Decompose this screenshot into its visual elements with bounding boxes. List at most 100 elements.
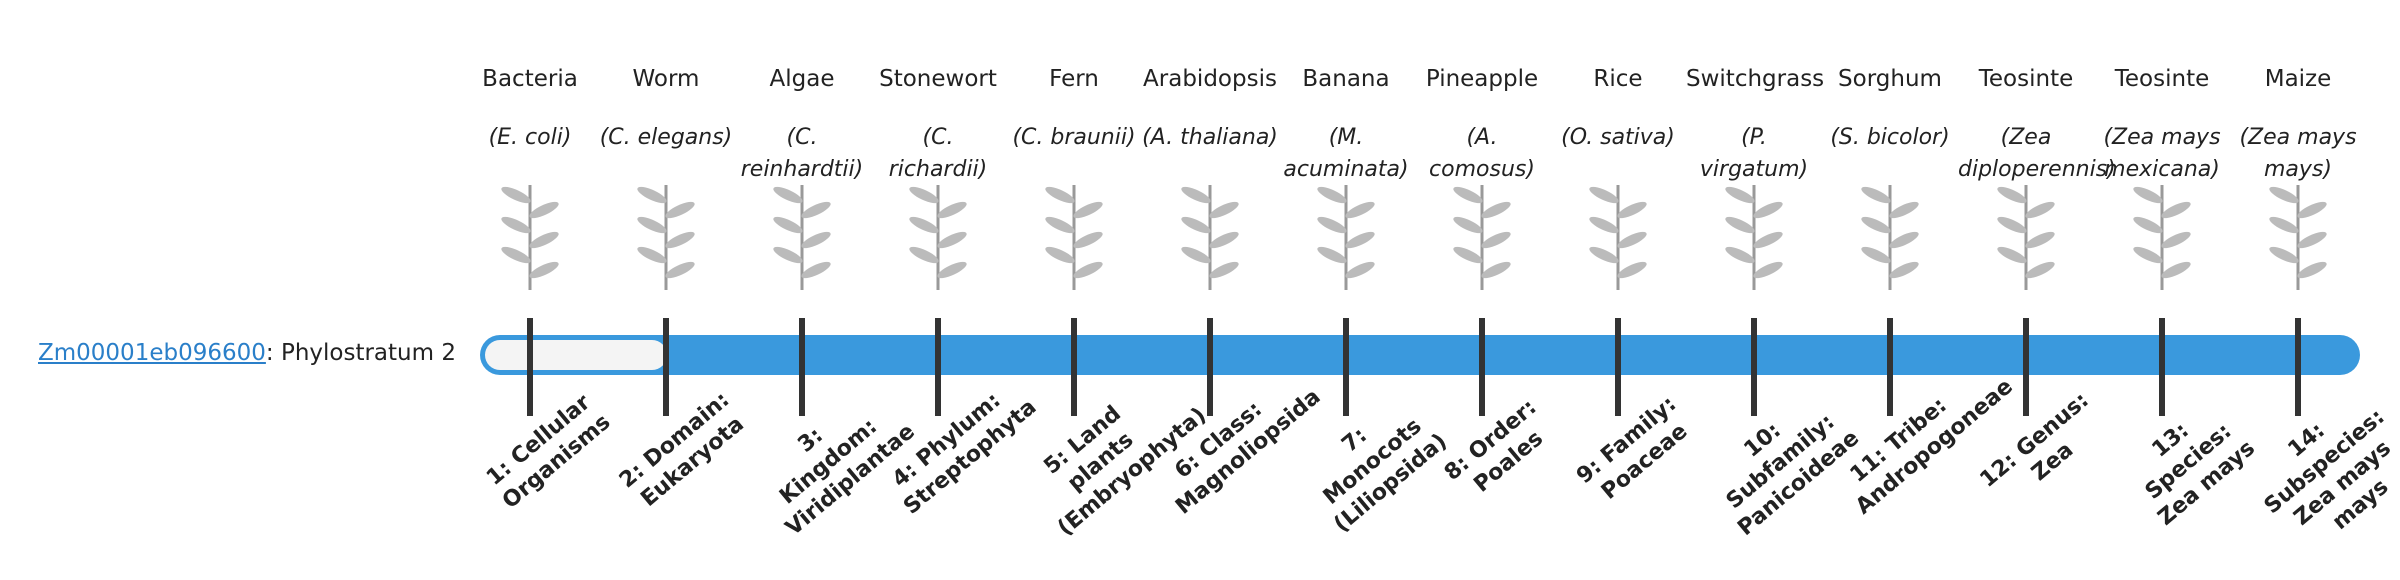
organism-name: Switchgrass [1686, 66, 1825, 92]
organism-species: (C. richardii) [888, 125, 988, 182]
organism-name: Algae [769, 66, 835, 92]
organism-species: (Zea mays mexicana) [2103, 125, 2221, 182]
leaf [937, 231, 967, 249]
leaf [1861, 246, 1891, 264]
gene-label: Zm00001eb096600: Phylostratum 2 [38, 340, 456, 366]
leaf [501, 216, 531, 234]
organism-species: (C. reinhardtii) [740, 125, 864, 182]
organism-illustration [773, 185, 831, 290]
leaf [1997, 186, 2027, 204]
leaf [1725, 246, 1755, 264]
leaf [2133, 246, 2163, 264]
leaf [1997, 246, 2027, 264]
leaf [637, 186, 667, 204]
organism-species: (A. thaliana) [1142, 125, 1278, 150]
leaf [2133, 216, 2163, 234]
leaf [1889, 261, 1919, 279]
leaf [665, 261, 695, 279]
organism-illustration [1453, 185, 1511, 290]
leaf [1453, 186, 1483, 204]
organism-name: Worm [632, 66, 700, 92]
leaf [1481, 261, 1511, 279]
leaf [1209, 201, 1239, 219]
leaf [909, 246, 939, 264]
leaf [529, 231, 559, 249]
leaf [1617, 261, 1647, 279]
organism-species: (E. coli) [488, 125, 572, 150]
organism-illustration [909, 185, 967, 290]
leaf [1997, 216, 2027, 234]
leaf [1045, 246, 1075, 264]
organism-illustration [1045, 185, 1103, 290]
leaf [773, 216, 803, 234]
leaf [1861, 186, 1891, 204]
leaf [1181, 246, 1211, 264]
organism-species: (S. bicolor) [1830, 125, 1950, 150]
organism-illustration [1317, 185, 1375, 290]
organism-species: (P. virgatum) [1699, 125, 1809, 182]
leaf [1345, 201, 1375, 219]
leaf [801, 201, 831, 219]
leaf [2025, 201, 2055, 219]
gene-link[interactable]: Zm00001eb096600 [38, 340, 266, 366]
organism-species: (O. sativa) [1561, 125, 1675, 150]
organism-species: (Zea diploperennis) [1958, 125, 2116, 182]
leaf [529, 201, 559, 219]
organism-species: (C. elegans) [599, 125, 733, 150]
leaf [1589, 216, 1619, 234]
organism-name: Teosinte [1978, 66, 2074, 92]
organism-name: Rice [1593, 66, 1643, 92]
leaf [1317, 186, 1347, 204]
organism-species: (C. braunii) [1012, 125, 1136, 150]
leaf [1753, 261, 1783, 279]
leaf [2297, 261, 2327, 279]
organism-name: Maize [2264, 66, 2332, 92]
leaf [501, 186, 531, 204]
leaf [2297, 231, 2327, 249]
leaf [1209, 261, 1239, 279]
leaf [1589, 186, 1619, 204]
organism-illustration [1725, 185, 1783, 290]
leaf [801, 231, 831, 249]
leaf [2269, 246, 2299, 264]
leaf [637, 246, 667, 264]
organism-species: (Zea mays mays) [2239, 125, 2357, 182]
leaf [1725, 186, 1755, 204]
leaf [1209, 231, 1239, 249]
leaf [1589, 246, 1619, 264]
organism-name: Bacteria [482, 66, 578, 92]
organism-name: Banana [1302, 66, 1390, 92]
leaf [1317, 216, 1347, 234]
organism-name: Pineapple [1425, 66, 1539, 92]
leaf [2025, 231, 2055, 249]
leaf [1345, 231, 1375, 249]
leaf [1045, 216, 1075, 234]
leaf [1617, 201, 1647, 219]
leaf [1617, 231, 1647, 249]
leaf [2161, 261, 2191, 279]
leaf [1345, 261, 1375, 279]
gene-origin-segment [485, 340, 667, 370]
leaf [1181, 186, 1211, 204]
leaf [1181, 216, 1211, 234]
leaf [1073, 231, 1103, 249]
leaf [2161, 231, 2191, 249]
leaf [937, 261, 967, 279]
leaf [2161, 201, 2191, 219]
organism-species: (M. acuminata) [1283, 125, 1409, 182]
leaf [937, 201, 967, 219]
leaf [773, 186, 803, 204]
organism-name: Arabidopsis [1143, 66, 1277, 92]
organism-name: Sorghum [1838, 66, 1942, 92]
leaf [801, 261, 831, 279]
leaf [1045, 186, 1075, 204]
leaf [2133, 186, 2163, 204]
leaf [909, 216, 939, 234]
leaf [1481, 231, 1511, 249]
organism-illustration [1861, 185, 1919, 290]
leaf [1753, 231, 1783, 249]
leaf [665, 231, 695, 249]
leaf [1481, 201, 1511, 219]
